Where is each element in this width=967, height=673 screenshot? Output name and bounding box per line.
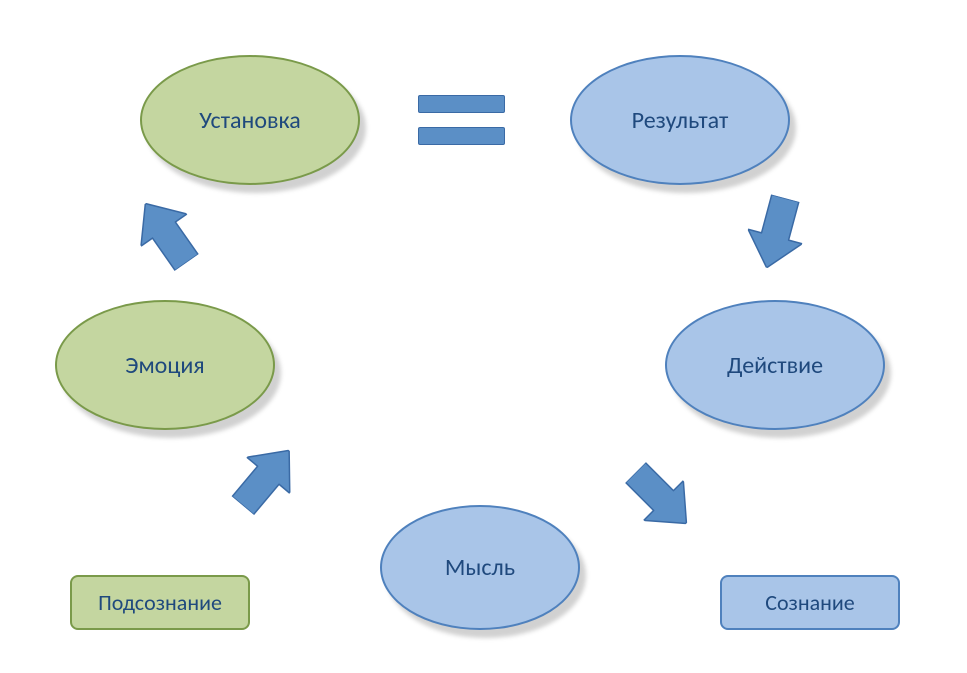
equals-bar <box>418 127 505 145</box>
node-label: Результат <box>632 106 729 135</box>
node-label: Сознание <box>765 589 855 616</box>
node-rezultat: Результат <box>570 55 790 185</box>
arrow-a1 <box>122 187 209 278</box>
arrow-a2 <box>221 432 310 523</box>
node-label: Подсознание <box>98 589 222 616</box>
diagram-canvas: Установка Результат Эмоция Действие Мысль Под… <box>0 0 967 673</box>
arrow-a3 <box>616 453 707 544</box>
node-deystvie: Действие <box>665 300 885 430</box>
node-label: Эмоция <box>125 351 204 380</box>
equals-sign <box>418 95 505 145</box>
node-emotsiya: Эмоция <box>55 300 275 430</box>
node-label: Действие <box>727 351 823 380</box>
equals-bar <box>418 95 505 113</box>
node-ustanovka: Установка <box>140 55 360 185</box>
node-soznanie: Сознание <box>720 575 900 630</box>
node-mysl: Мысль <box>380 505 580 630</box>
node-label: Мысль <box>445 553 515 582</box>
node-podsoznanie: Подсознание <box>70 575 250 630</box>
node-label: Установка <box>199 106 301 135</box>
arrow-a4 <box>740 191 813 275</box>
